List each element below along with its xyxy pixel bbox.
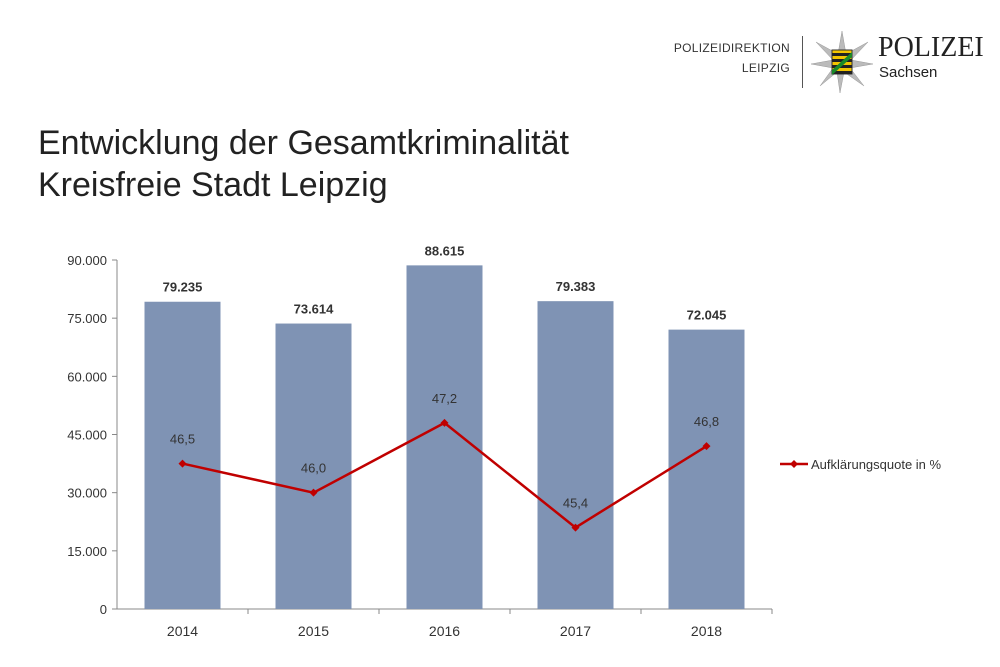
x-tick-label: 2015 xyxy=(298,623,329,639)
line-data-label: 46,8 xyxy=(694,414,719,429)
y-tick-label: 75.000 xyxy=(67,311,107,326)
x-tick-label: 2017 xyxy=(560,623,591,639)
line-point-2017 xyxy=(571,523,580,532)
bar-2014 xyxy=(144,301,221,609)
line-data-label: 45,4 xyxy=(563,496,588,511)
line-point-2016 xyxy=(440,418,449,427)
bar-data-label: 73.614 xyxy=(294,302,335,317)
y-tick-label: 60.000 xyxy=(67,369,107,384)
bar-data-label: 79.383 xyxy=(556,279,596,294)
logo-brand: POLIZEI xyxy=(878,32,984,63)
y-tick-label: 30.000 xyxy=(67,486,107,501)
legend-label: Aufklärungsquote in % xyxy=(811,457,942,472)
page-title: Entwicklung der Gesamtkriminalität Kreis… xyxy=(38,122,569,206)
x-tick-label: 2016 xyxy=(429,623,460,639)
x-tick-label: 2014 xyxy=(167,623,198,639)
bar-data-label: 72.045 xyxy=(687,308,727,323)
line-data-label: 46,0 xyxy=(301,461,326,476)
line-point-2014 xyxy=(178,459,187,468)
bar-data-label: 79.235 xyxy=(163,280,203,295)
line-point-2015 xyxy=(309,488,318,497)
line-data-label: 46,5 xyxy=(170,432,195,447)
line-data-label: 47,2 xyxy=(432,391,457,406)
title-line-1: Entwicklung der Gesamtkriminalität xyxy=(38,124,569,162)
logo-region: Sachsen xyxy=(879,64,938,81)
y-tick-label: 15.000 xyxy=(67,544,107,559)
bar-2017 xyxy=(537,301,614,609)
bar-2015 xyxy=(275,323,352,609)
legend-marker-icon xyxy=(790,460,798,468)
logo: POLIZEIDIREKTION LEIPZIG POLIZEI Sachsen xyxy=(660,30,990,94)
logo-divider xyxy=(802,36,803,88)
bar-2018 xyxy=(668,329,745,609)
bar-data-label: 88.615 xyxy=(425,243,465,258)
y-tick-label: 45.000 xyxy=(67,428,107,443)
x-tick-label: 2018 xyxy=(691,623,722,639)
police-star-icon xyxy=(810,30,874,94)
logo-text: POLIZEIDIREKTION LEIPZIG xyxy=(673,41,790,75)
title-line-2: Kreisfreie Stadt Leipzig xyxy=(38,166,388,204)
y-tick-label: 0 xyxy=(100,602,107,617)
line-point-2018 xyxy=(702,442,711,451)
y-tick-label: 90.000 xyxy=(67,253,107,268)
